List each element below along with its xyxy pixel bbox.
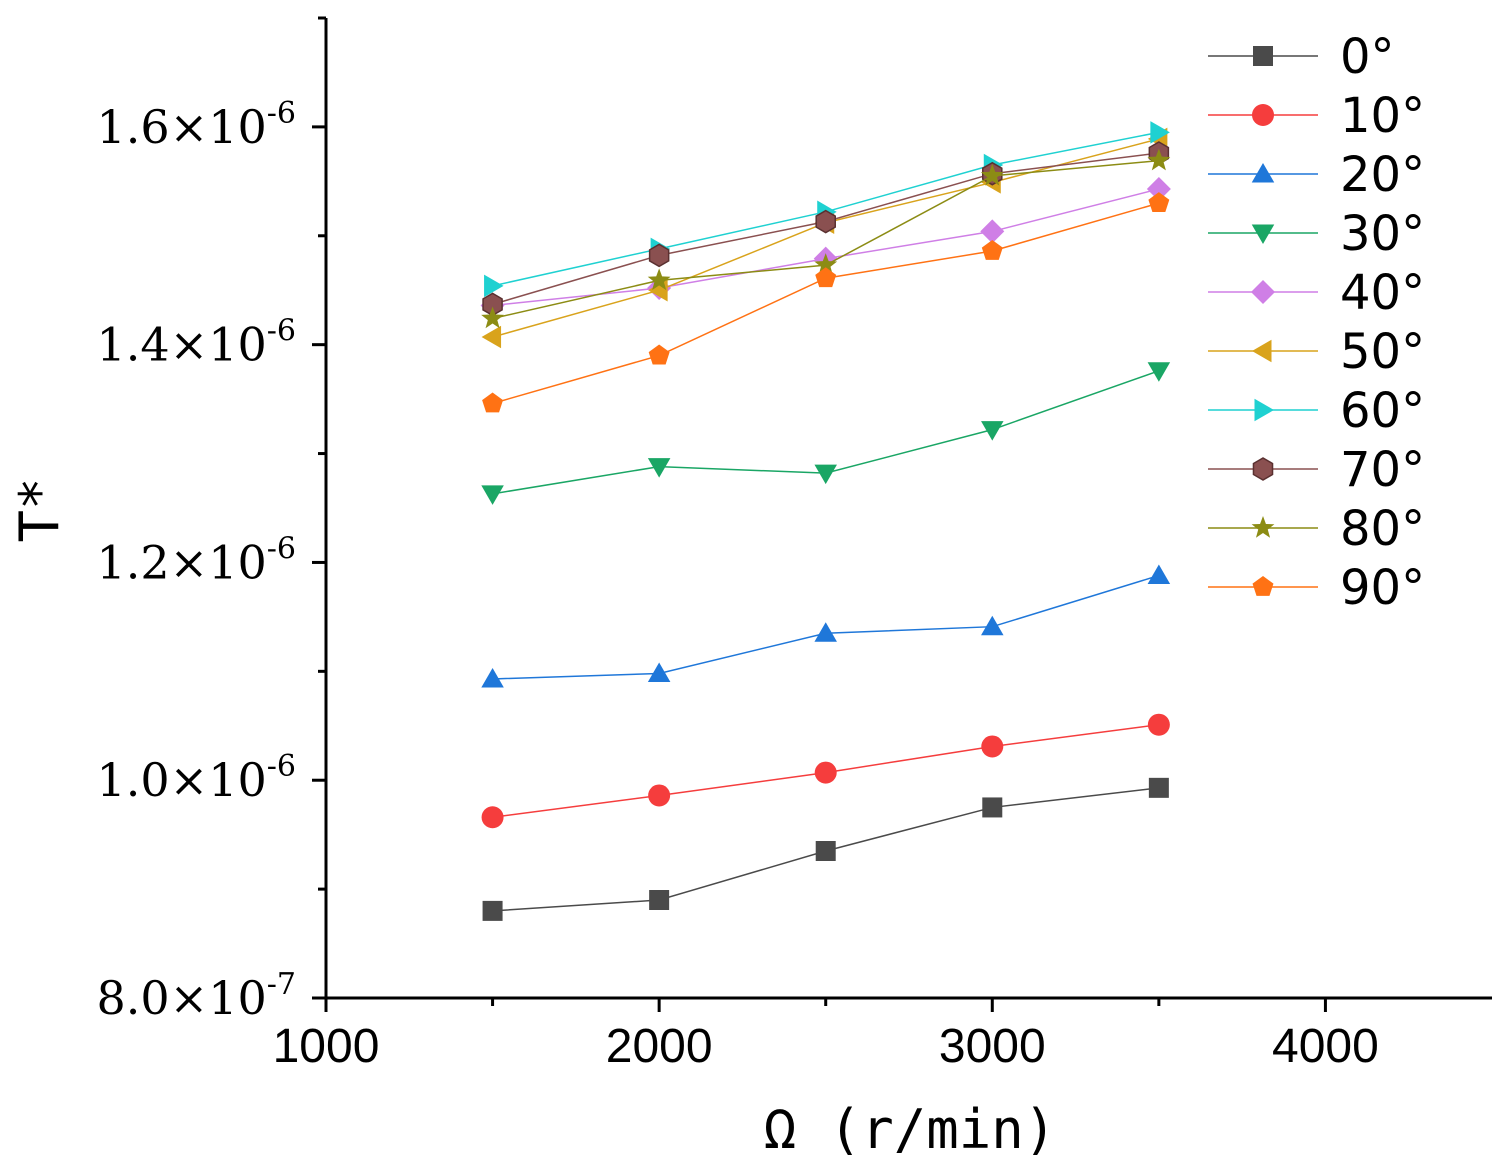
data-point <box>1147 362 1171 382</box>
legend-item: 80° <box>1208 501 1425 557</box>
data-point <box>981 615 1004 636</box>
legend-label: 50° <box>1340 324 1425 380</box>
data-point <box>649 890 670 910</box>
y-axis-title: T* <box>8 477 71 542</box>
series-2 <box>481 564 1171 688</box>
legend-marker <box>1252 339 1272 363</box>
legend: 0°10°20°30°40°50°60°70°80°90° <box>1208 29 1425 616</box>
data-point <box>481 325 502 349</box>
legend-label: 20° <box>1340 147 1425 203</box>
data-point <box>815 267 837 288</box>
legend-label: 30° <box>1340 206 1425 262</box>
data-point <box>981 421 1004 441</box>
legend-marker <box>1252 576 1274 596</box>
data-point <box>648 243 670 268</box>
y-tick-label: 1.4×10-6 <box>97 314 296 372</box>
legend-marker <box>1253 46 1273 66</box>
legend-item: 90° <box>1208 560 1425 616</box>
series-5 <box>481 127 1168 349</box>
y-tick-label: 1.6×10-6 <box>97 96 296 154</box>
legend-label: 70° <box>1340 442 1425 498</box>
data-point <box>981 735 1004 758</box>
legend-marker <box>1252 457 1274 481</box>
data-point <box>481 485 504 505</box>
series-0 <box>482 777 1169 921</box>
data-point <box>1147 713 1170 736</box>
legend-item: 30° <box>1208 206 1425 262</box>
data-point <box>981 240 1003 260</box>
legend-marker <box>1254 398 1274 422</box>
legend-item: 20° <box>1208 147 1425 203</box>
legend-label: 10° <box>1340 88 1425 144</box>
legend-marker <box>1251 516 1275 538</box>
x-tick-label: 3000 <box>939 1020 1046 1073</box>
data-point <box>481 306 504 329</box>
x-axis-title: Ω (r/min) <box>764 1098 1057 1161</box>
legend-item: 60° <box>1208 383 1425 439</box>
data-point <box>482 900 503 921</box>
x-tick-label: 4000 <box>1272 1020 1379 1073</box>
data-point <box>980 219 1005 244</box>
x-tick-label: 1000 <box>273 1020 380 1073</box>
legend-label: 40° <box>1340 265 1425 321</box>
series-9 <box>482 192 1170 413</box>
data-point <box>1147 564 1171 585</box>
series-8 <box>481 148 1171 329</box>
y-tick-label: 1.0×10-6 <box>97 749 296 807</box>
data-point <box>647 458 671 478</box>
data-point <box>980 163 1004 186</box>
data-point <box>815 841 836 861</box>
data-point <box>1150 121 1170 144</box>
data-point <box>648 344 670 365</box>
legend-item: 40° <box>1208 265 1425 321</box>
y-tick-label: 1.2×10-6 <box>97 531 296 589</box>
series-3 <box>481 362 1171 505</box>
legend-marker <box>1252 104 1274 126</box>
legend-marker <box>1251 280 1275 304</box>
axes: 1000 2000 3000 4000 8.0×10-7 1.0×10-6 1.2×10-6… <box>97 16 1492 1073</box>
data-point <box>647 268 671 291</box>
data-point <box>482 392 504 413</box>
data-point <box>814 761 837 784</box>
data-point <box>484 274 504 298</box>
data-point <box>481 667 504 688</box>
series-line <box>492 138 1160 338</box>
legend-item: 10° <box>1208 88 1425 144</box>
legend-item: 70° <box>1208 442 1425 498</box>
data-point <box>814 253 838 275</box>
series-layer <box>480 121 1171 921</box>
data-point <box>982 797 1003 818</box>
data-point <box>1148 192 1170 213</box>
legend-item: 0° <box>1208 29 1395 85</box>
legend-item: 50° <box>1208 324 1425 380</box>
data-point <box>481 806 504 829</box>
series-7 <box>482 141 1170 317</box>
series-1 <box>481 713 1170 829</box>
legend-label: 80° <box>1340 501 1425 557</box>
data-point <box>1147 148 1171 171</box>
legend-label: 0° <box>1340 29 1395 85</box>
data-point <box>648 784 671 807</box>
data-point <box>1146 176 1171 201</box>
y-tick-label: 8.0×10-7 <box>97 967 296 1025</box>
legend-label: 90° <box>1340 560 1425 616</box>
data-point <box>1148 777 1169 798</box>
data-point <box>814 622 837 642</box>
series-4 <box>480 176 1171 318</box>
x-tick-label: 2000 <box>606 1020 713 1073</box>
data-point <box>814 464 837 485</box>
data-point <box>815 209 836 234</box>
legend-marker <box>1251 224 1275 244</box>
data-point <box>647 662 671 683</box>
legend-label: 60° <box>1340 383 1425 439</box>
legend-marker <box>1251 163 1275 183</box>
